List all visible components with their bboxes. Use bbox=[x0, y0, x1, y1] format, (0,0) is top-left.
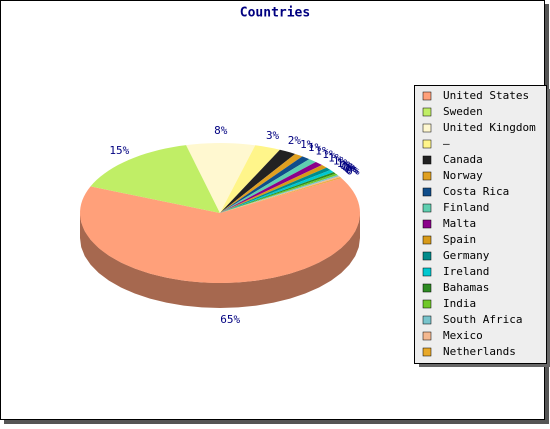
data-label: 1% bbox=[315, 145, 329, 158]
legend-label: Sweden bbox=[443, 105, 483, 118]
legend-label: Netherlands bbox=[443, 345, 516, 358]
legend-label: United States bbox=[443, 89, 529, 102]
legend-swatch bbox=[422, 171, 432, 181]
slice bbox=[220, 153, 303, 213]
legend-label: Germany bbox=[443, 249, 490, 262]
slice bbox=[220, 177, 342, 213]
slice bbox=[220, 159, 316, 213]
slice bbox=[220, 170, 334, 213]
slice bbox=[220, 156, 310, 213]
legend-swatch bbox=[422, 123, 432, 133]
legend-label: Bahamas bbox=[443, 281, 489, 294]
legend-label: Norway bbox=[443, 169, 483, 182]
slice bbox=[220, 165, 327, 213]
slice bbox=[90, 145, 220, 213]
slice bbox=[220, 161, 323, 213]
legend-swatch bbox=[422, 347, 432, 357]
slice bbox=[220, 149, 296, 213]
data-label: 8% bbox=[214, 124, 228, 137]
legend-label: Spain bbox=[443, 233, 476, 246]
legend-swatch bbox=[422, 219, 432, 229]
data-label: 2% bbox=[288, 134, 302, 147]
data-label: 1% bbox=[300, 138, 314, 151]
data-label: 1% bbox=[322, 148, 336, 161]
legend-swatch bbox=[422, 187, 432, 197]
slice bbox=[220, 145, 280, 213]
legend-swatch bbox=[422, 235, 432, 245]
legend-swatch bbox=[422, 155, 432, 165]
legend-label: Mexico bbox=[443, 329, 483, 342]
legend-swatch bbox=[422, 299, 432, 309]
legend-label: Costa Rica bbox=[443, 185, 509, 198]
data-label: 3% bbox=[266, 129, 280, 142]
legend-label: Canada bbox=[443, 153, 483, 166]
slice bbox=[80, 178, 360, 283]
legend-swatch bbox=[422, 283, 432, 293]
legend-box bbox=[414, 85, 547, 364]
legend-label: Ireland bbox=[443, 265, 489, 278]
slice bbox=[220, 167, 331, 213]
data-label: 65% bbox=[220, 313, 240, 326]
data-label: 0% bbox=[345, 163, 359, 176]
data-label: 1% bbox=[333, 154, 347, 167]
legend-swatch bbox=[422, 331, 432, 341]
legend-swatch bbox=[422, 203, 432, 213]
legend-label: United Kingdom bbox=[443, 121, 536, 134]
data-label: 1% bbox=[328, 151, 342, 164]
legend-swatch bbox=[422, 251, 432, 261]
data-label: 0% bbox=[344, 162, 358, 175]
data-label: 0% bbox=[342, 161, 356, 174]
slice bbox=[186, 143, 256, 213]
legend-label: India bbox=[443, 297, 476, 310]
legend-swatch bbox=[422, 315, 432, 325]
legend-swatch bbox=[422, 139, 432, 149]
data-label: 15% bbox=[109, 144, 129, 157]
legend-label: – bbox=[443, 137, 450, 150]
data-label: 0% bbox=[340, 159, 354, 172]
slice bbox=[220, 172, 336, 213]
data-label: 1% bbox=[337, 157, 351, 170]
slice bbox=[220, 173, 338, 213]
chart-title: Countries bbox=[240, 6, 310, 21]
legend-swatch bbox=[422, 267, 432, 277]
legend-label: Malta bbox=[443, 217, 476, 230]
legend-label: South Africa bbox=[443, 313, 522, 326]
legend-swatch bbox=[422, 91, 432, 101]
legend-label: Finland bbox=[443, 201, 489, 214]
data-label: 0% bbox=[346, 165, 360, 178]
slice bbox=[220, 176, 341, 213]
slice-side bbox=[80, 213, 360, 308]
data-label: 1% bbox=[308, 141, 322, 154]
legend-swatch bbox=[422, 107, 432, 117]
slice bbox=[220, 175, 340, 213]
